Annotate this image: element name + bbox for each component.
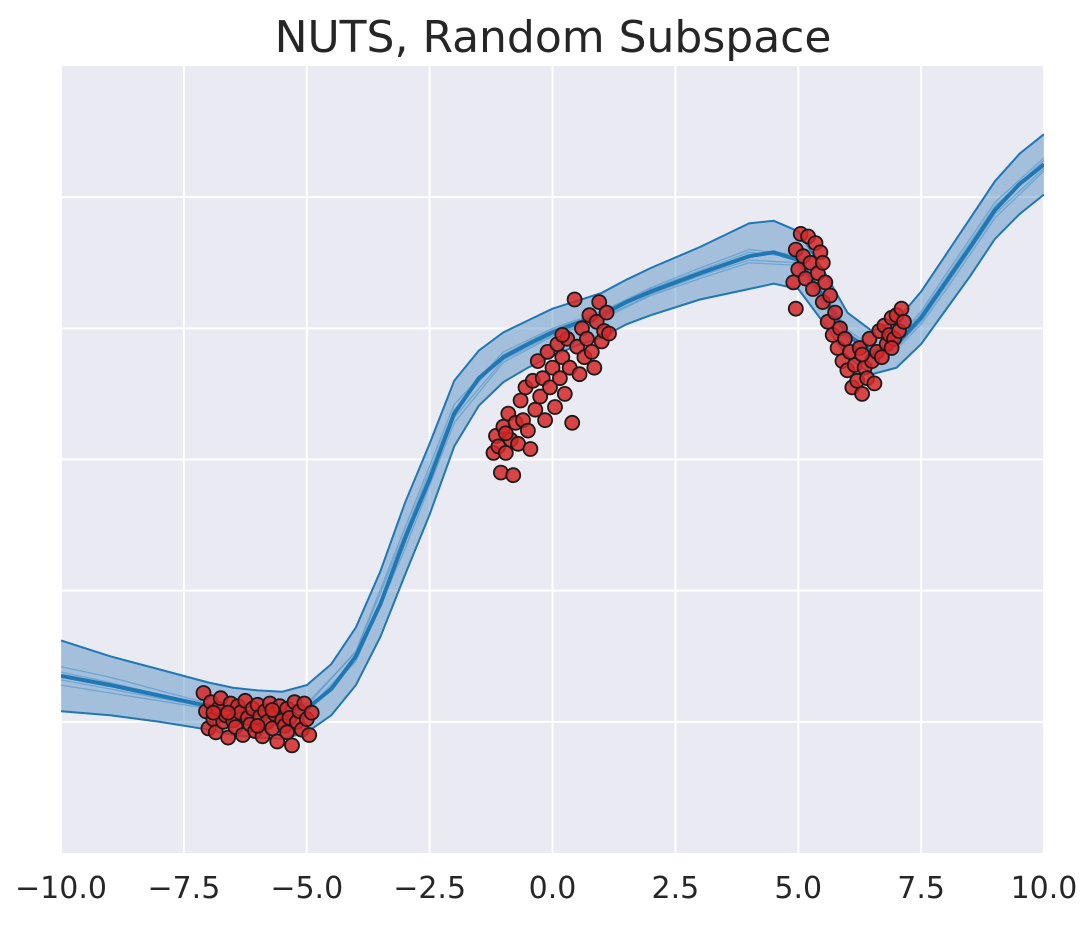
- data-point: [537, 412, 553, 429]
- x-tick-label: −5.0: [270, 871, 343, 906]
- data-point: [822, 287, 839, 304]
- data-point: [583, 343, 600, 360]
- data-point: [249, 717, 266, 734]
- data-point: [893, 300, 910, 317]
- data-point: [301, 727, 318, 743]
- data-point: [264, 702, 281, 718]
- data-point: [520, 422, 536, 439]
- x-tick-label: 7.5: [897, 871, 945, 906]
- x-tick-label: 10.0: [1011, 871, 1078, 906]
- data-point: [547, 399, 563, 415]
- x-tick-label: −2.5: [393, 871, 466, 906]
- data-point: [527, 401, 544, 418]
- data-point: [854, 385, 870, 402]
- data-point: [805, 281, 821, 297]
- data-point: [817, 274, 834, 291]
- x-tick-label: 5.0: [774, 871, 822, 906]
- data-point: [544, 359, 561, 376]
- data-point: [814, 254, 831, 271]
- data-point: [896, 313, 912, 330]
- x-tick-labels: −10.0 −7.5 −5.0 −2.5 0.0 2.5 5.0 7.5 10.0: [15, 871, 1077, 906]
- data-point: [564, 414, 581, 431]
- grid-lines: [60, 66, 1045, 853]
- data-point: [497, 444, 514, 461]
- data-point: [827, 304, 843, 321]
- data-point: [556, 385, 573, 402]
- data-point: [566, 291, 583, 308]
- data-point: [571, 366, 588, 383]
- data-point: [522, 441, 539, 457]
- data-point: [303, 704, 320, 721]
- data-point: [497, 425, 514, 442]
- data-point: [579, 330, 595, 347]
- data-point: [542, 379, 558, 396]
- data-point: [601, 325, 617, 342]
- data-point: [787, 300, 804, 317]
- data-point: [279, 724, 296, 741]
- data-point: [554, 349, 571, 366]
- data-point: [854, 346, 870, 363]
- data-point: [220, 704, 237, 721]
- x-tick-label: 2.5: [652, 871, 700, 906]
- data-point: [512, 392, 529, 409]
- data-point: [220, 729, 237, 746]
- data-point: [866, 375, 883, 392]
- data-layer: [61, 133, 1044, 754]
- chart-title: NUTS, Random Subspace: [275, 12, 832, 63]
- data-point: [591, 294, 608, 311]
- data-point: [529, 353, 546, 370]
- x-tick-label: −7.5: [147, 871, 220, 906]
- data-point: [883, 340, 900, 356]
- data-point: [598, 304, 615, 321]
- x-tick-label: 0.0: [529, 871, 577, 906]
- data-point: [269, 733, 286, 750]
- data-point: [586, 359, 603, 376]
- data-point: [284, 737, 300, 754]
- data-point: [552, 370, 568, 387]
- data-point: [532, 388, 549, 405]
- data-point: [505, 467, 522, 484]
- data-point: [554, 326, 571, 343]
- data-point: [205, 704, 222, 721]
- data-point: [837, 330, 853, 347]
- x-tick-label: −10.0: [15, 871, 107, 906]
